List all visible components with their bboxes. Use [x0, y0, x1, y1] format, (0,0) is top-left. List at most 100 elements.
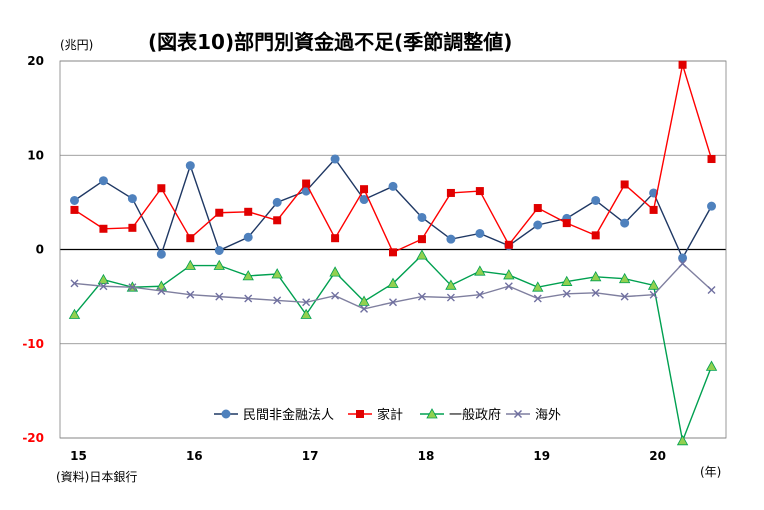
- data-point: [186, 290, 195, 299]
- data-point: [98, 176, 108, 186]
- data-point: [620, 180, 629, 189]
- data-point: [302, 298, 311, 307]
- data-point: [302, 179, 311, 188]
- data-point: [300, 308, 312, 319]
- data-point: [186, 234, 195, 243]
- y-tick-label: 10: [27, 148, 44, 162]
- data-point: [330, 154, 340, 164]
- data-point: [475, 290, 484, 299]
- data-point: [416, 249, 428, 260]
- data-point: [185, 161, 195, 171]
- data-point: [156, 249, 166, 259]
- data-point: [475, 228, 485, 238]
- data-point: [99, 224, 108, 233]
- data-point: [358, 295, 370, 306]
- y-unit-label: (兆円): [60, 38, 93, 52]
- data-point: [69, 195, 79, 205]
- data-point: [157, 286, 166, 295]
- data-point: [707, 286, 716, 295]
- legend-item: 民間非金融法人: [214, 407, 334, 423]
- data-point: [221, 409, 231, 419]
- legend-item: 一般政府: [420, 407, 501, 423]
- data-point: [562, 289, 571, 298]
- legend-label: 一般政府: [449, 407, 501, 423]
- data-point: [128, 283, 137, 292]
- y-tick-label: -10: [22, 337, 44, 351]
- data-point: [620, 218, 630, 228]
- data-point: [676, 435, 689, 446]
- x-tick-label: 16: [186, 449, 203, 463]
- series-3: [70, 259, 716, 313]
- data-point: [99, 282, 108, 291]
- x-tick-label: 17: [302, 449, 319, 463]
- data-point: [213, 259, 225, 270]
- data-point: [446, 293, 455, 302]
- x-axis-ticks: 15 16 17 18 19 20: [70, 449, 666, 463]
- data-point: [388, 181, 398, 191]
- data-point: [387, 277, 399, 288]
- data-point: [417, 235, 426, 244]
- x-unit-label: (年): [700, 465, 721, 479]
- data-point: [389, 298, 397, 307]
- data-point: [157, 184, 166, 193]
- y-tick-label: 20: [27, 54, 44, 68]
- data-point: [331, 291, 340, 300]
- data-point: [244, 294, 253, 303]
- data-point: [561, 275, 573, 286]
- data-point: [243, 232, 253, 242]
- x-tick-label: 18: [418, 449, 435, 463]
- data-point: [272, 197, 282, 207]
- data-point: [184, 259, 196, 270]
- legend-label: 海外: [535, 408, 561, 423]
- data-point: [331, 234, 340, 243]
- data-point: [474, 265, 486, 276]
- data-point: [244, 207, 253, 216]
- data-point: [389, 248, 397, 257]
- data-point: [242, 270, 254, 281]
- series-line: [74, 64, 713, 254]
- data-point: [533, 204, 542, 213]
- data-point: [504, 240, 513, 249]
- data-point: [707, 201, 717, 211]
- source-note: (資料)日本銀行: [56, 470, 137, 484]
- plot-area: 20 10 0 -10 -20: [22, 54, 727, 446]
- data-point: [504, 282, 513, 291]
- plot-border: [59, 60, 727, 439]
- data-point: [705, 360, 718, 371]
- data-point: [591, 231, 600, 240]
- x-tick-label: 20: [649, 449, 666, 463]
- data-point: [620, 292, 629, 301]
- data-point: [618, 272, 631, 284]
- data-point: [215, 292, 224, 301]
- data-point: [678, 60, 687, 69]
- data-point: [446, 234, 456, 244]
- data-point: [273, 216, 282, 225]
- y-tick-label: -20: [22, 431, 44, 445]
- data-point: [678, 253, 688, 263]
- data-point: [417, 292, 426, 301]
- data-point: [562, 219, 571, 228]
- data-point: [678, 259, 687, 268]
- data-point: [445, 279, 457, 290]
- x-tick-label: 19: [533, 449, 550, 463]
- data-point: [128, 223, 137, 232]
- data-point: [707, 155, 716, 164]
- data-point: [70, 205, 79, 214]
- data-point: [329, 266, 341, 277]
- data-point: [356, 410, 364, 418]
- data-point: [591, 195, 601, 205]
- data-point: [647, 279, 660, 290]
- data-point: [214, 245, 224, 255]
- data-point: [68, 308, 81, 319]
- series-line: [74, 157, 713, 260]
- data-point: [360, 185, 369, 194]
- legend-item: 海外: [506, 408, 561, 423]
- data-point: [591, 288, 600, 297]
- series-0: [69, 154, 717, 263]
- chart-title: (図表10)部門別資金過不足(季節調整値): [148, 30, 512, 54]
- data-point: [271, 268, 283, 279]
- data-point: [446, 188, 455, 197]
- series-1: [70, 60, 716, 257]
- data-point: [649, 205, 658, 214]
- legend: 民間非金融法人 家計 一般政府 海外: [214, 407, 561, 423]
